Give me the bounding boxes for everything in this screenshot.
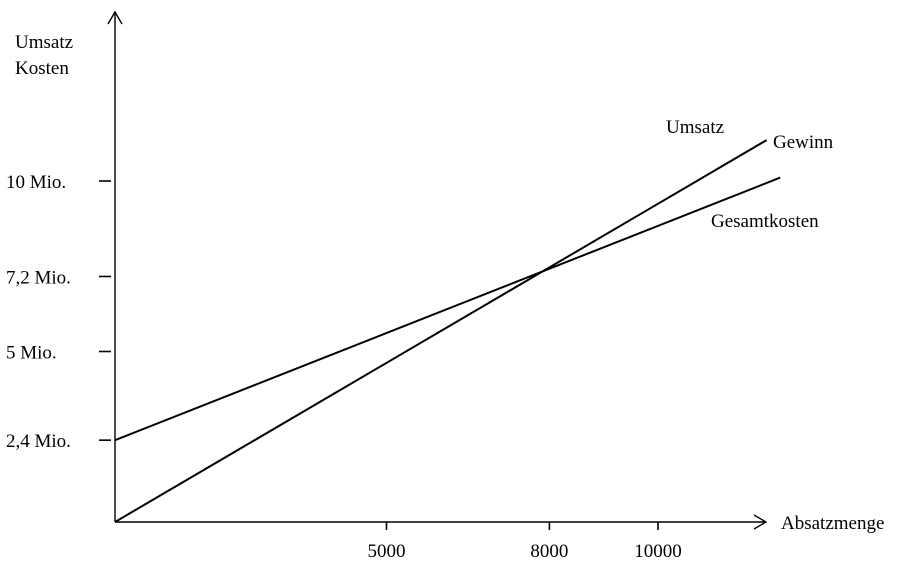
y-tick-label-2: 7,2 Mio. — [6, 267, 71, 288]
y-axis-label-line-1: Umsatz — [15, 32, 73, 53]
y-tick-label-3: 10 Mio. — [6, 172, 66, 193]
x-ticks: 5000 8000 10000 — [368, 522, 682, 562]
y-axis-arrow-icon — [107, 10, 123, 25]
y-ticks: 2,4 Mio. 5 Mio. 7,2 Mio. 10 Mio. — [6, 172, 111, 452]
y-tick-label-0: 2,4 Mio. — [6, 431, 71, 452]
x-axis-label: Absatzmenge — [781, 513, 884, 534]
series-line-umsatz — [114, 139, 768, 523]
series-lines — [114, 139, 781, 523]
y-tick-label-1: 5 Mio. — [6, 343, 57, 364]
axes — [107, 10, 768, 530]
y-axis-label-line-2: Kosten — [15, 58, 69, 79]
x-tick-label-2: 10000 — [634, 541, 682, 562]
annotation-gesamtkosten: Gesamtkosten — [711, 211, 819, 232]
annotation-umsatz: Umsatz — [666, 117, 724, 138]
x-tick-label-1: 8000 — [530, 541, 568, 562]
annotation-gewinn: Gewinn — [773, 132, 834, 153]
x-tick-label-0: 5000 — [368, 541, 406, 562]
series-line-gesamtkosten — [114, 176, 781, 442]
x-axis-arrow-icon — [753, 514, 768, 530]
